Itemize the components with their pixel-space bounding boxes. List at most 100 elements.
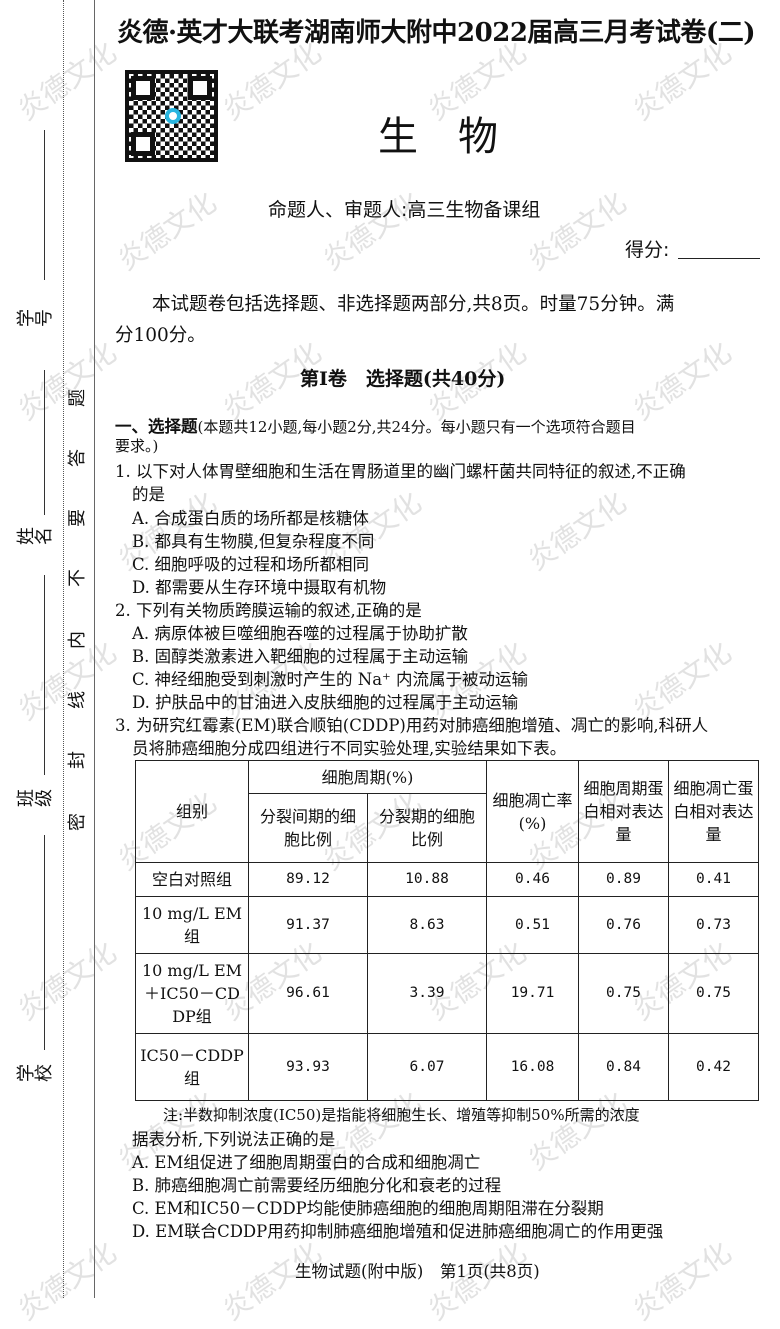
seal-char-text: 线 <box>67 691 88 709</box>
seal-char: 封 <box>67 751 88 769</box>
score-label: 得分: <box>625 239 670 261</box>
authors: 命题人、审题人:高三生物备课组 <box>268 199 541 221</box>
q2-option-c: C. 神经细胞受到刺激时产生的 Na⁺ 内流属于被动运输 <box>132 670 528 689</box>
seal-char: 要 <box>67 509 88 527</box>
q3-option-b: B. 肺癌细胞凋亡前需要经历细胞分化和衰老的过程 <box>132 1176 502 1195</box>
field-name-label: 姓名 <box>16 527 55 545</box>
cell-group: IC50－CDDP组 <box>135 1033 249 1101</box>
q1-option-b: B. 都具有生物膜,但复杂程度不同 <box>132 532 375 551</box>
cell-group: 10 mg/L EM组 <box>135 896 249 954</box>
q2-option-d: D. 护肤品中的甘油进入皮肤细胞的过程属于主动运输 <box>132 693 519 712</box>
seal-dotted-line <box>63 0 64 1298</box>
field-class-label: 班级 <box>16 789 55 807</box>
section-heading-label: 一、选择题 <box>115 417 198 436</box>
watermark: 炎德文化 <box>11 1235 123 1327</box>
section-desc-1: (本题共12小题,每小题2分,共24分。每小题只有一个选项符合题目 <box>197 418 636 436</box>
watermark: 炎德文化 <box>11 935 123 1027</box>
seal-char: 题 <box>67 389 88 407</box>
cell-value: 0.42 <box>668 1033 760 1101</box>
q1-option-a: A. 合成蛋白质的场所都是核糖体 <box>132 509 369 528</box>
q2-option-a: A. 病原体被巨噬细胞吞噬的过程属于协助扩散 <box>132 624 468 643</box>
part1-title: 第Ⅰ卷 选择题(共40分) <box>300 368 506 390</box>
cell-value: 91.37 <box>248 896 368 954</box>
cell-value: 19.71 <box>486 953 580 1034</box>
header-mitosis: 分裂期的细胞比例 <box>366 793 488 863</box>
q1-option-c: C. 细胞呼吸的过程和场所都相同 <box>132 555 370 574</box>
cell-value: 0.73 <box>668 896 760 954</box>
q3-stem-cont: 员将肺癌细胞分成四组进行不同实验处理,实验结果如下表。 <box>132 739 567 758</box>
cell-value: 10.88 <box>366 862 488 897</box>
seal-char: 内 <box>67 631 88 649</box>
q2-option-b: B. 固醇类激素进入靶细胞的过程属于主动运输 <box>132 647 469 666</box>
field-underline <box>44 370 45 515</box>
header-apop-protein: 细胞凋亡蛋白相对表达量 <box>668 760 760 863</box>
watermark: 炎德文化 <box>11 635 123 727</box>
table-row: 10 mg/L EM＋IC50－CDDP组 96.61 3.39 19.71 0.75 0… <box>135 953 760 1034</box>
q3-option-c: C. EM和IC50－CDDP均能使肺癌细胞的细胞周期阻滞在分裂期 <box>132 1199 604 1218</box>
cell-value: 0.89 <box>578 862 670 897</box>
seal-char: 密 <box>67 813 88 831</box>
seal-char: 答 <box>67 449 88 467</box>
watermark: 炎德文化 <box>11 335 123 427</box>
cell-value: 0.46 <box>486 862 580 897</box>
table-row: 10 mg/L EM组 91.37 8.63 0.51 0.76 0.73 <box>135 896 760 954</box>
q3-note: 注:半数抑制浓度(IC50)是指能将细胞生长、增殖等抑制50%所需的浓度 <box>163 1106 640 1124</box>
seal-char-text: 答 <box>67 449 88 467</box>
cell-value: 16.08 <box>486 1033 580 1101</box>
seal-char: 不 <box>67 569 88 587</box>
header-group: 组别 <box>135 760 249 863</box>
watermark: 炎德文化 <box>626 1235 738 1327</box>
subject-title: 生 物 <box>378 114 498 160</box>
seal-char-text: 题 <box>67 389 88 407</box>
cell-value: 93.93 <box>248 1033 368 1101</box>
watermark: 炎德文化 <box>521 485 633 577</box>
cell-value: 0.75 <box>578 953 670 1034</box>
cell-value: 0.76 <box>578 896 670 954</box>
cell-value: 6.07 <box>366 1033 488 1101</box>
q3-stem: 3. 为研究红霉素(EM)联合顺铂(CDDP)用药对肺癌细胞增殖、凋亡的影响,科… <box>115 716 709 735</box>
q1-stem-cont: 的是 <box>132 485 165 504</box>
watermark: 炎德文化 <box>626 335 738 427</box>
field-student-id-label: 学号 <box>16 309 55 327</box>
intro-line-2: 分100分。 <box>115 325 206 346</box>
field-school-label: 学校 <box>16 1064 55 1082</box>
seal-char-text: 密 <box>67 813 88 831</box>
header-apoptosis: 细胞凋亡率(%) <box>486 760 580 863</box>
q3-option-a: A. EM组促进了细胞周期蛋白的合成和细胞凋亡 <box>132 1153 481 1172</box>
table-row: IC50－CDDP组 93.93 6.07 16.08 0.84 0.42 <box>135 1033 760 1101</box>
exam-title: 炎德·英才大联考湖南师大附中2022届高三月考试卷(二) <box>117 18 756 48</box>
qr-code <box>125 70 218 162</box>
cell-value: 0.75 <box>668 953 760 1034</box>
watermark: 炎德文化 <box>111 185 223 277</box>
cell-value: 89.12 <box>248 862 368 897</box>
table-row: 空白对照组 89.12 10.88 0.46 0.89 0.41 <box>135 862 760 897</box>
seal-char-text: 不 <box>67 569 88 587</box>
field-underline <box>44 835 45 1050</box>
seal-char-text: 封 <box>67 751 88 769</box>
seal-char-text: 要 <box>67 509 88 527</box>
margin-solid-line <box>94 0 95 1298</box>
score-field[interactable] <box>678 258 760 259</box>
cell-value: 0.41 <box>668 862 760 897</box>
header-cycle: 细胞周期(%) <box>247 760 488 794</box>
q2-stem: 2. 下列有关物质跨膜运输的叙述,正确的是 <box>115 601 422 620</box>
cell-group: 空白对照组 <box>135 862 249 897</box>
results-table: 组别 细胞周期(%) 细胞凋亡率(%) 细胞周期蛋白相对表达量 细胞凋亡蛋白相对… <box>135 760 760 1101</box>
seal-char-text: 内 <box>67 631 88 649</box>
section-heading: 一、选择题(本题共12小题,每小题2分,共24分。每小题只有一个选项符合题目 <box>115 413 636 437</box>
q1-stem: 1. 以下对人体胃壁细胞和生活在胃肠道里的幽门螺杆菌共同特征的叙述,不正确 <box>115 462 686 481</box>
header-interphase: 分裂间期的细胞比例 <box>248 793 368 863</box>
cell-value: 3.39 <box>366 953 488 1034</box>
cell-value: 0.84 <box>578 1033 670 1101</box>
q3-ask: 据表分析,下列说法正确的是 <box>132 1130 336 1149</box>
cell-value: 96.61 <box>248 953 368 1034</box>
seal-char: 线 <box>67 691 88 709</box>
cell-group: 10 mg/L EM＋IC50－CDDP组 <box>135 953 249 1034</box>
section-desc: 要求。) <box>115 437 159 455</box>
cell-value: 0.51 <box>486 896 580 954</box>
watermark: 炎德文化 <box>11 35 123 127</box>
q1-option-d: D. 都需要从生存环境中摄取有机物 <box>132 578 387 597</box>
intro-line-1: 本试题卷包括选择题、非选择题两部分,共8页。时量75分钟。满 <box>152 294 675 315</box>
page-footer: 生物试题(附中版) 第1页(共8页) <box>295 1262 540 1281</box>
cell-value: 8.63 <box>366 896 488 954</box>
